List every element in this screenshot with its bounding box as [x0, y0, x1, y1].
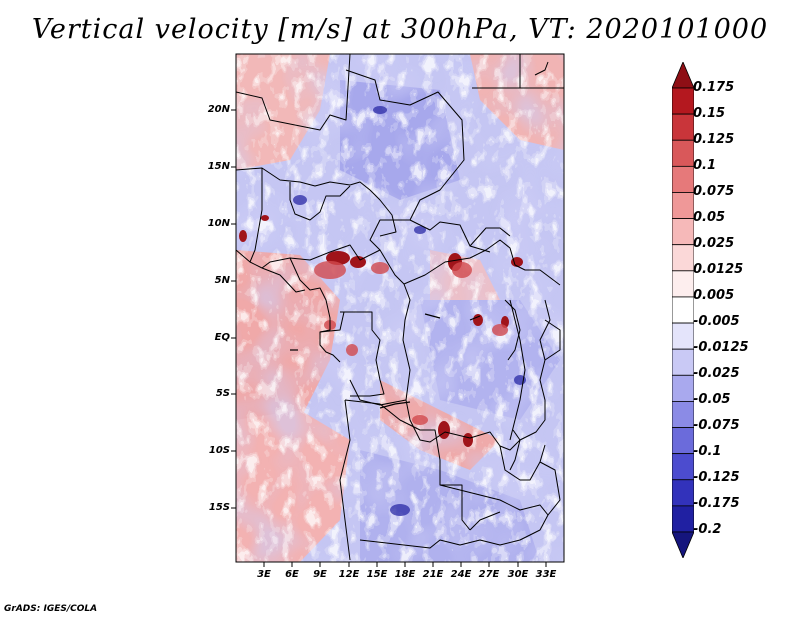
colorbar-swatch-2 [672, 113, 694, 141]
colorbar-label-3: 0.1 [693, 158, 717, 173]
lon-label-18e: 18E [394, 569, 416, 580]
lon-label-12e: 12E [338, 569, 360, 580]
lat-label-eq: EQ [214, 332, 230, 343]
colorbar-label-15: -0.125 [693, 470, 740, 485]
colorbar-swatch-3 [672, 139, 694, 167]
colorbar-label-14: -0.1 [693, 444, 722, 459]
colorbar-label-2: 0.125 [693, 132, 735, 147]
lon-label-33e: 33E [535, 569, 557, 580]
colorbar-swatch-5 [672, 192, 694, 219]
colorbar-swatch-8 [672, 270, 694, 298]
colorbar-label-11: -0.025 [693, 366, 740, 381]
colorbar-label-10: -0.0125 [693, 340, 749, 355]
colorbar-swatch-11 [672, 348, 694, 376]
colorbar-swatch-10 [672, 322, 694, 350]
lat-label-15s: 15S [208, 502, 230, 513]
colorbar-label-6: 0.025 [693, 236, 735, 251]
colorbar-swatch-12 [672, 374, 694, 402]
colorbar-swatch-13 [672, 401, 694, 428]
colorbar-label-0: 0.175 [693, 80, 735, 95]
colorbar-swatch-6 [672, 218, 694, 246]
colorbar-label-5: 0.05 [693, 210, 726, 225]
lat-label-20n: 20N [207, 104, 230, 115]
colorbar-label-17: -0.2 [693, 522, 722, 537]
lat-label-5n: 5N [214, 275, 230, 286]
lat-label-15n: 15N [207, 161, 230, 172]
colorbar-label-8: 0.005 [693, 288, 735, 303]
lat-label-5s: 5S [215, 388, 230, 399]
lon-label-30e: 30E [507, 569, 529, 580]
colorbar-label-13: -0.075 [693, 418, 740, 433]
lon-label-24e: 24E [450, 569, 472, 580]
colorbar-swatch-15 [672, 453, 694, 481]
plot-frame [235, 53, 565, 563]
colorbar-swatch-1 [672, 87, 694, 115]
colorbar-label-1: 0.15 [693, 106, 726, 121]
colorbar-label-12: -0.05 [693, 392, 731, 407]
colorbar-label-16: -0.175 [693, 496, 740, 511]
colorbar-swatch-7 [672, 244, 694, 272]
lon-label-15e: 15E [366, 569, 388, 580]
lon-label-9e: 9E [313, 569, 327, 580]
colorbar-swatch-16 [672, 479, 694, 507]
colorbar-swatch-17 [672, 505, 694, 533]
lon-label-27e: 27E [478, 569, 500, 580]
lon-label-6e: 6E [285, 569, 299, 580]
lon-label-3e: 3E [257, 569, 271, 580]
colorbar-swatch-0 [672, 62, 694, 89]
lat-label-10s: 10S [208, 445, 230, 456]
colorbar-label-9: -0.005 [693, 314, 740, 329]
lon-label-21e: 21E [422, 569, 444, 580]
colorbar-label-4: 0.075 [693, 184, 735, 199]
colorbar-swatch-14 [672, 427, 694, 455]
lat-label-10n: 10N [207, 218, 230, 229]
footer-credit: GrADS: IGES/COLA [4, 604, 98, 614]
colorbar-swatch-9 [672, 296, 694, 324]
colorbar-label-7: 0.0125 [693, 262, 744, 277]
map-title: Vertical velocity [m/s] at 300hPa, VT: 2… [31, 14, 769, 45]
colorbar [672, 62, 694, 558]
colorbar-swatch-18 [672, 531, 694, 558]
colorbar-swatch-4 [672, 165, 694, 193]
